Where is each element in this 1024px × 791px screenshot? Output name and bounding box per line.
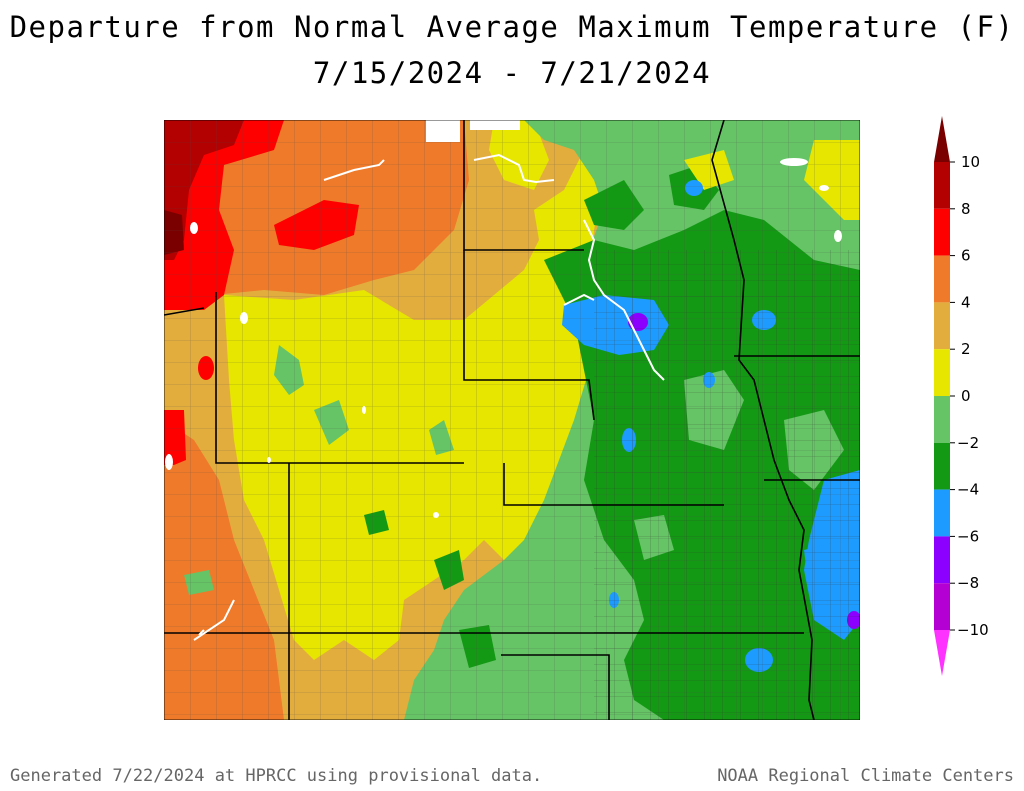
legend-tick-label: 10 (961, 153, 980, 171)
map-date-range: 7/15/2024 - 7/21/2024 (312, 56, 712, 90)
legend-swatch (934, 442, 950, 490)
source-credit: NOAA Regional Climate Centers (717, 766, 1014, 786)
legend-swatch (934, 162, 950, 209)
legend-swatch (934, 536, 950, 584)
map-title: Departure from Normal Average Maximum Te… (9, 10, 1015, 44)
legend-swatch (934, 583, 950, 630)
legend-tick-label: −4 (957, 481, 979, 499)
legend-tick-label: 8 (961, 200, 971, 218)
state-boundaries (164, 120, 860, 720)
legend-tick-label: −8 (957, 574, 979, 592)
rivers (193, 153, 665, 641)
legend-swatch (934, 302, 950, 350)
lakes (165, 120, 842, 518)
legend-tick-label: 2 (961, 340, 971, 358)
legend-tick-label: 6 (961, 247, 971, 265)
legend-swatch (934, 208, 950, 256)
color-scale-legend: 10 8 6 4 2 0 −2 −4 −6 −8 −10 (934, 116, 989, 676)
legend-swatch (934, 116, 950, 162)
legend-tick-label: −6 (957, 527, 979, 545)
temperature-departure-map (164, 120, 860, 720)
legend-tick-label: −2 (957, 434, 979, 452)
legend-tick-label: 4 (961, 293, 971, 311)
generated-note: Generated 7/22/2024 at HPRCC using provi… (10, 766, 543, 786)
legend-tick-label: 0 (961, 387, 971, 405)
legend-swatch (934, 630, 950, 676)
legend-tick-label: −10 (957, 621, 989, 639)
legend-swatch (934, 255, 950, 303)
legend-swatch (934, 349, 950, 396)
legend-swatch (934, 489, 950, 537)
legend-swatch (934, 396, 950, 443)
